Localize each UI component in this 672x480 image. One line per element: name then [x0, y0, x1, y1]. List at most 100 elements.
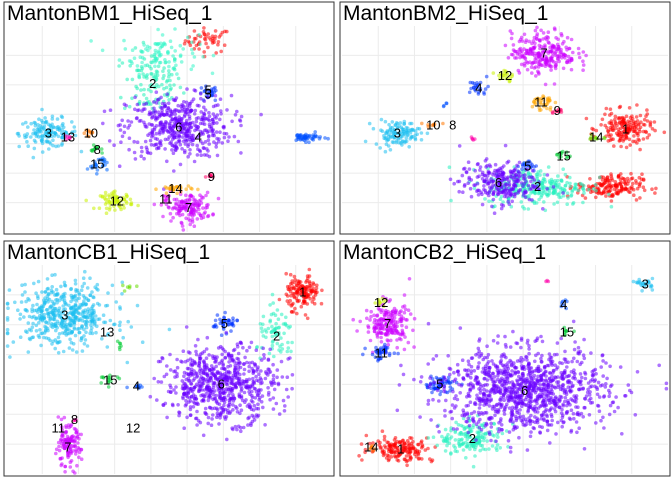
point [617, 133, 621, 137]
point [441, 121, 445, 126]
point [483, 159, 488, 163]
point [162, 86, 166, 91]
point [76, 446, 80, 450]
point [244, 398, 248, 402]
point [534, 56, 539, 61]
point [409, 436, 414, 441]
point [77, 455, 81, 460]
point [218, 412, 222, 417]
point [107, 200, 112, 204]
point [236, 139, 241, 144]
point [125, 360, 130, 365]
point [92, 323, 97, 327]
point [607, 192, 611, 197]
point [74, 289, 78, 294]
point [549, 64, 554, 69]
point [222, 135, 227, 140]
point [50, 342, 54, 346]
point [79, 288, 84, 293]
point [5, 331, 10, 336]
point [620, 115, 625, 120]
point [88, 293, 92, 298]
point [60, 128, 64, 132]
point [178, 162, 183, 167]
point [416, 457, 421, 461]
point [522, 191, 526, 195]
point [143, 122, 147, 127]
point [188, 101, 192, 106]
point [203, 128, 207, 133]
point [218, 130, 222, 134]
point [155, 70, 160, 74]
point [63, 283, 68, 288]
point [104, 206, 109, 211]
point [120, 61, 125, 65]
point [121, 335, 125, 340]
point [154, 124, 159, 128]
point [239, 123, 243, 128]
point [178, 192, 183, 197]
point [183, 124, 188, 129]
point [588, 177, 592, 181]
point [189, 382, 194, 386]
point [95, 301, 100, 306]
point [459, 430, 463, 435]
point [226, 369, 231, 374]
point [287, 301, 291, 306]
point [186, 35, 190, 40]
point [110, 191, 114, 196]
point [189, 369, 194, 374]
point [54, 451, 58, 456]
point [479, 443, 483, 448]
point [148, 138, 153, 143]
point [152, 100, 156, 104]
point [191, 97, 196, 101]
point [387, 122, 391, 127]
point [184, 208, 189, 213]
point [357, 454, 361, 458]
point [197, 33, 201, 37]
cluster-label: 2 [534, 179, 541, 194]
point [235, 342, 240, 347]
point [315, 134, 319, 139]
point [636, 137, 640, 141]
point [138, 55, 143, 59]
point [257, 398, 262, 402]
point [194, 416, 198, 421]
point [446, 432, 450, 437]
point [559, 32, 564, 36]
point [169, 390, 173, 394]
point [190, 51, 195, 56]
point [203, 394, 207, 399]
point [407, 145, 412, 149]
point [568, 175, 572, 180]
point [260, 380, 264, 385]
point [567, 60, 572, 64]
point [72, 129, 77, 134]
point [135, 284, 139, 289]
point [624, 145, 629, 150]
point [417, 127, 422, 131]
point [202, 50, 206, 54]
point [490, 444, 495, 448]
point [73, 439, 77, 443]
point [156, 64, 161, 69]
point [238, 372, 242, 377]
point [200, 388, 204, 392]
point [461, 190, 465, 194]
point [192, 385, 197, 390]
cluster-13 [63, 134, 72, 141]
cluster-12 [84, 189, 140, 215]
point [380, 429, 385, 434]
point [481, 438, 486, 443]
point [596, 191, 601, 196]
point [142, 156, 146, 161]
point [159, 41, 163, 46]
point [453, 446, 458, 450]
point [613, 117, 617, 122]
point [183, 113, 187, 117]
point [461, 448, 466, 452]
point [272, 354, 276, 359]
point [416, 442, 420, 447]
point [188, 43, 193, 48]
